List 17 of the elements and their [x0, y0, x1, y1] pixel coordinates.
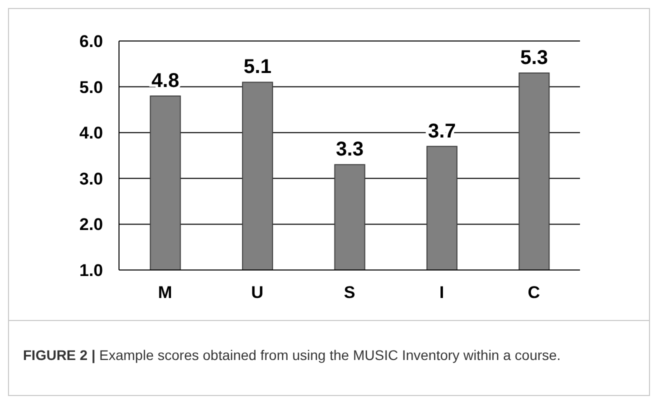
y-tick-label: 2.0 — [79, 215, 103, 234]
data-label: 3.3 — [336, 138, 364, 161]
y-tick-label: 4.0 — [79, 124, 103, 143]
y-tick-label: 6.0 — [79, 32, 103, 52]
y-tick-label: 3.0 — [79, 169, 103, 188]
y-tick-label: 5.0 — [79, 78, 103, 97]
y-tick-label: 1.0 — [79, 261, 103, 280]
data-label: 5.3 — [520, 47, 548, 70]
x-tick-label: M — [158, 283, 172, 302]
x-tick-label: S — [344, 283, 356, 302]
x-tick-label: U — [251, 283, 264, 302]
data-label: 4.8 — [151, 70, 180, 92]
x-tick-label: I — [439, 283, 444, 302]
caption: FIGURE 2 | — [23, 347, 96, 363]
x-tick-label: C — [528, 283, 540, 302]
text: Example scores obtained from using the MUSIC Inventory within a course. — [99, 347, 561, 363]
data-label: 5.1 — [244, 56, 272, 78]
